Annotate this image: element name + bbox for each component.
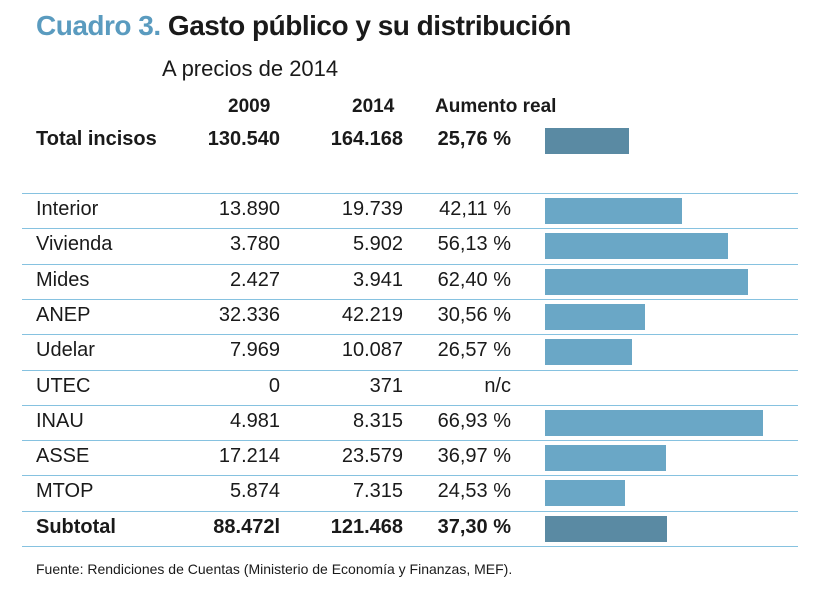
table-row: INAU 4.981 8.315 66,93 % xyxy=(22,406,798,440)
value-2014: 121.468 xyxy=(330,515,403,538)
row-divider xyxy=(22,510,798,512)
row-divider xyxy=(22,263,798,265)
total-row: Total incisos 130.540 164.168 25,76 % xyxy=(22,124,798,158)
value-2009: 130.540 xyxy=(207,128,280,150)
header-2014: 2014 xyxy=(352,96,395,117)
chart-subtitle: A precios de 2014 xyxy=(162,56,339,81)
chart-title: Cuadro 3. Gasto público y su distribució… xyxy=(36,10,571,42)
bar-aumento-real xyxy=(545,409,764,436)
value-aumento-real: 56,13 % xyxy=(437,233,511,256)
header-aumento-real: Aumento real xyxy=(435,96,557,117)
row-divider xyxy=(22,369,798,371)
value-aumento-real: 26,57 % xyxy=(437,339,511,362)
value-aumento-real: 36,97 % xyxy=(437,445,511,468)
bar-aumento-real xyxy=(545,268,749,295)
value-2009: 3.780 xyxy=(229,233,280,256)
value-2014: 371 xyxy=(369,374,403,397)
value-aumento-real: 66,93 % xyxy=(437,409,511,432)
row-divider xyxy=(22,546,798,547)
value-2009: 7.969 xyxy=(229,339,280,362)
title-main: Gasto público y su distribución xyxy=(167,10,571,41)
value-aumento-real: 37,30 % xyxy=(437,515,511,538)
value-2014: 7.315 xyxy=(352,480,403,503)
row-divider xyxy=(22,404,798,406)
row-label: MTOP xyxy=(36,480,94,503)
row-divider xyxy=(22,475,798,477)
value-2009: 2.427 xyxy=(229,268,280,291)
row-label: Total incisos xyxy=(36,128,157,150)
value-2014: 19.739 xyxy=(341,198,403,220)
table-row: UTEC 0 371 n/c xyxy=(22,371,798,405)
table-row: Mides 2.427 3.941 62,40 % xyxy=(22,265,798,299)
value-2014: 5.902 xyxy=(352,233,403,256)
row-label: Vivienda xyxy=(36,233,113,256)
subtotal-row: Subtotal 88.472l 121.468 37,30 % xyxy=(22,512,798,546)
row-divider xyxy=(22,193,798,194)
table-row: ANEP 32.336 42.219 30,56 % xyxy=(22,300,798,334)
table-row: Interior 13.890 19.739 42,11 % xyxy=(22,194,798,228)
bar-aumento-real xyxy=(545,198,683,224)
row-label: ANEP xyxy=(36,303,91,326)
bar-aumento-real xyxy=(545,128,629,154)
value-2009: 88.472l xyxy=(213,515,280,538)
value-aumento-real: 25,76 % xyxy=(437,128,511,150)
header-2009: 2009 xyxy=(228,96,271,117)
source-note: Fuente: Rendiciones de Cuentas (Minister… xyxy=(36,561,513,577)
value-aumento-real: 42,11 % xyxy=(439,198,511,220)
row-divider xyxy=(22,440,798,442)
value-2009: 13.890 xyxy=(218,198,280,220)
table-row: MTOP 5.874 7.315 24,53 % xyxy=(22,476,798,510)
bar-aumento-real xyxy=(545,233,728,260)
row-label: Mides xyxy=(36,268,90,291)
row-divider xyxy=(22,298,798,300)
bar-aumento-real xyxy=(545,303,645,330)
row-divider xyxy=(22,334,798,336)
value-2009: 0 xyxy=(268,374,280,397)
value-aumento-real: 62,40 % xyxy=(437,268,511,291)
table-row: Vivienda 3.780 5.902 56,13 % xyxy=(22,229,798,263)
value-aumento-real: 24,53 % xyxy=(437,480,511,503)
bar-aumento-real xyxy=(545,515,667,542)
value-2009: 4.981 xyxy=(229,409,280,432)
value-2009: 17.214 xyxy=(218,445,280,468)
value-aumento-real: 30,56 % xyxy=(437,303,511,326)
row-label: Interior xyxy=(36,198,99,220)
bar-aumento-real xyxy=(545,480,625,507)
row-label: INAU xyxy=(36,409,84,432)
row-label: Udelar xyxy=(36,339,95,362)
value-2014: 23.579 xyxy=(341,445,403,468)
value-2014: 3.941 xyxy=(352,268,403,291)
row-label: Subtotal xyxy=(36,515,116,538)
bar-aumento-real xyxy=(545,445,666,472)
row-divider xyxy=(22,228,798,230)
table-row: ASSE 17.214 23.579 36,97 % xyxy=(22,441,798,475)
value-2014: 10.087 xyxy=(341,339,403,362)
value-2009: 32.336 xyxy=(218,303,280,326)
value-2014: 42.219 xyxy=(341,303,403,326)
title-lead: Cuadro 3. xyxy=(36,10,161,41)
row-label: ASSE xyxy=(36,445,90,468)
row-label: UTEC xyxy=(36,374,91,397)
value-2014: 8.315 xyxy=(352,409,403,432)
value-2009: 5.874 xyxy=(229,480,280,503)
bar-aumento-real xyxy=(545,339,632,366)
table-row: Udelar 7.969 10.087 26,57 % xyxy=(22,335,798,369)
value-aumento-real: n/c xyxy=(484,374,511,397)
value-2014: 164.168 xyxy=(330,128,403,150)
